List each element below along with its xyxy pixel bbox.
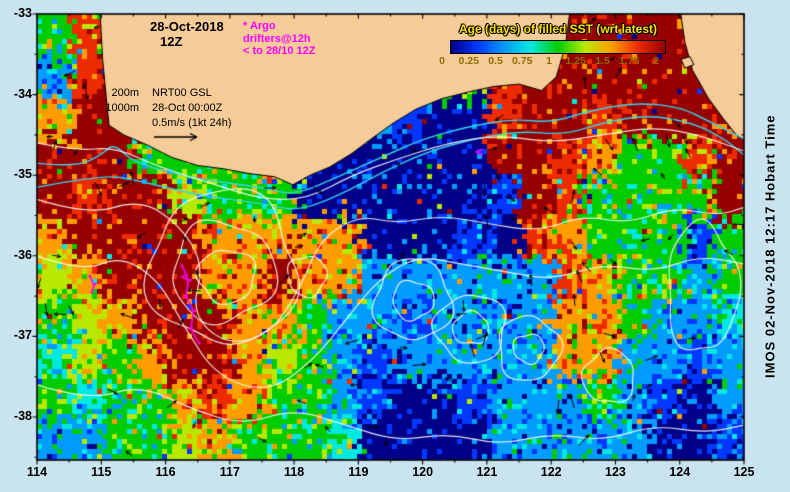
argo-row3: < to 28/10 12Z [243, 45, 315, 58]
y-tick-label: -37 [13, 328, 32, 343]
argo-row: * Argo [243, 20, 315, 33]
colorbar-tick-label: 0.75 [512, 54, 533, 67]
x-tick-label: 122 [540, 465, 562, 479]
colorbar-tick-label: 0.5 [488, 54, 503, 67]
argo-line3: to 28/10 12Z [252, 45, 316, 58]
colorbar-segment [638, 40, 665, 53]
x-tick-label: 119 [348, 465, 369, 479]
colorbar-tick-label: 1 [546, 54, 552, 67]
x-tick-label: 118 [283, 465, 305, 479]
colorbar [450, 39, 666, 54]
colorbar-segment [504, 40, 532, 53]
argo-float-icon: * [243, 20, 248, 32]
isobath-200-label: 200m [111, 87, 139, 99]
colorbar-segment [611, 40, 639, 53]
imos-credit: IMOS 02-Nov-2018 12:17 Hobart Time [762, 114, 778, 378]
colorbar-tick-labels: 0 0.25 0.5 0.75 1 1.25 1.5 1.75 2 [428, 55, 688, 68]
isobath-labels: 200m 1000m [95, 86, 139, 116]
isobath-1000-label: 1000m [105, 101, 139, 114]
colorbar-tick-label: 2 [653, 54, 659, 67]
x-tick-label: 123 [605, 465, 626, 479]
argo-line2: drifters@12h [243, 32, 311, 45]
y-tick-label: -38 [13, 409, 32, 423]
y-tick-label: -36 [13, 247, 32, 262]
y-tick-label: -34 [13, 86, 32, 101]
colorbar-tick-label: 1.5 [595, 54, 610, 67]
x-tick-label: 116 [155, 465, 176, 479]
velocity-scale-label: 0.5m/s (1kt 24h) [152, 116, 232, 129]
argo-title: Argo [249, 20, 276, 32]
colorbar-tick-label: 0 [439, 54, 445, 67]
analysis-date: 28-Oct-2018 12Z [150, 19, 224, 50]
model-time: 28-Oct 00:00Z [152, 101, 223, 114]
y-tick-label: -33 [13, 6, 32, 20]
model-name: NRT00 GSL [152, 87, 212, 99]
colorbar-segment [477, 40, 505, 53]
colorbar-tick-label: 0.25 [458, 54, 479, 67]
colorbar-tick-label: 1.75 [619, 54, 640, 67]
argo-drifter-legend: * Argo drifters@12h < to 28/10 12Z [243, 20, 315, 58]
x-tick-label: 117 [219, 465, 240, 479]
colorbar-segment [531, 40, 558, 53]
date-label: 28-Oct-2018 [150, 19, 224, 34]
colorbar-segment [558, 40, 585, 53]
x-tick-label: 125 [733, 465, 755, 479]
y-tick-label: -35 [13, 167, 32, 182]
x-tick-label: 120 [412, 465, 434, 479]
colorbar-segment [584, 40, 612, 53]
run-label: 12Z [160, 33, 183, 49]
drifter-arrow-icon: < [243, 45, 250, 58]
colorbar-segment [451, 40, 478, 53]
x-tick-label: 114 [26, 465, 48, 479]
x-tick-label: 115 [91, 465, 112, 479]
model-info: NRT00 GSL 28-Oct 00:00Z 0.5m/s (1kt 24h) [152, 86, 231, 131]
colorbar-tick-label: 1.25 [565, 54, 586, 67]
x-tick-label: 124 [669, 465, 691, 479]
legend-title: Age (days) of filled SST (wrt latest) [458, 22, 658, 36]
x-tick-label: 121 [476, 465, 498, 479]
